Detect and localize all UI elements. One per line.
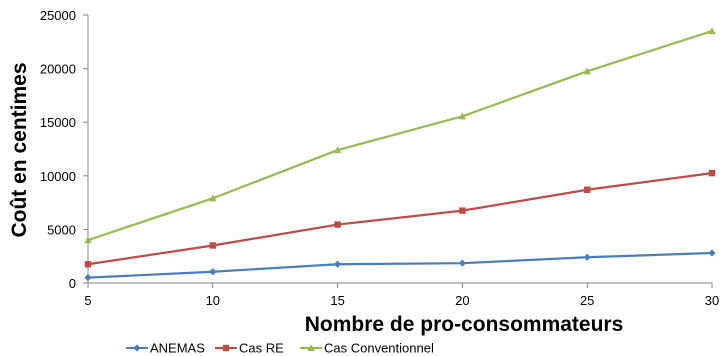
series-line bbox=[87, 172, 713, 266]
data-point bbox=[458, 112, 467, 120]
data-point bbox=[708, 249, 716, 257]
legend-item: Cas RE bbox=[215, 341, 284, 356]
data-point bbox=[334, 260, 342, 268]
y-tick-label: 20000 bbox=[40, 62, 76, 77]
series-cas-re bbox=[84, 169, 716, 268]
legend-swatch-marker bbox=[307, 344, 315, 352]
data-point bbox=[84, 274, 92, 282]
series-layer bbox=[84, 27, 716, 282]
data-point bbox=[209, 268, 217, 276]
data-point bbox=[459, 207, 466, 214]
legend-swatch-marker bbox=[133, 344, 141, 352]
series-cas-conventionnel bbox=[84, 27, 716, 244]
x-tick-label: 10 bbox=[206, 293, 220, 308]
x-tick-label: 20 bbox=[455, 293, 469, 308]
x-tick-label: 25 bbox=[580, 293, 594, 308]
y-tick-label: 15000 bbox=[40, 115, 76, 130]
data-point bbox=[584, 186, 591, 193]
legend-label: ANEMAS bbox=[150, 341, 205, 356]
legend-item: Cas Conventionnel bbox=[300, 341, 434, 356]
series-anemas bbox=[84, 249, 716, 282]
legend-swatch-marker bbox=[222, 344, 230, 352]
data-point bbox=[458, 259, 466, 267]
data-point bbox=[333, 146, 342, 154]
axes bbox=[87, 15, 712, 284]
x-tick-label: 5 bbox=[84, 293, 91, 308]
x-tick-label: 30 bbox=[705, 293, 719, 308]
legend-item: ANEMAS bbox=[126, 341, 205, 356]
data-point bbox=[84, 236, 92, 244]
data-point bbox=[209, 194, 217, 202]
y-tick-label: 0 bbox=[69, 276, 76, 291]
series-line bbox=[87, 251, 713, 279]
data-point bbox=[84, 261, 92, 268]
data-point bbox=[334, 221, 341, 228]
y-tick-label: 25000 bbox=[40, 8, 76, 23]
x-ticks: 5 10 15 20 25 30 bbox=[84, 283, 719, 308]
x-axis-title: Nombre de pro-consommateurs bbox=[305, 313, 624, 336]
y-axis-title: Coût en centimes bbox=[8, 62, 31, 237]
data-point bbox=[583, 253, 591, 261]
y-ticks: 0 5000 10000 15000 20000 25000 bbox=[40, 8, 88, 291]
data-point bbox=[209, 242, 216, 249]
legend-label: Cas RE bbox=[239, 341, 284, 356]
x-tick-label: 15 bbox=[330, 293, 344, 308]
y-tick-label: 10000 bbox=[40, 169, 76, 184]
series-line bbox=[87, 30, 713, 242]
data-point bbox=[708, 169, 716, 177]
legend-label: Cas Conventionnel bbox=[324, 341, 434, 356]
y-tick-label: 5000 bbox=[47, 222, 76, 237]
legend: ANEMAS Cas RE Cas Conventionnel bbox=[126, 341, 434, 356]
data-point bbox=[708, 27, 716, 35]
data-point bbox=[583, 67, 591, 75]
